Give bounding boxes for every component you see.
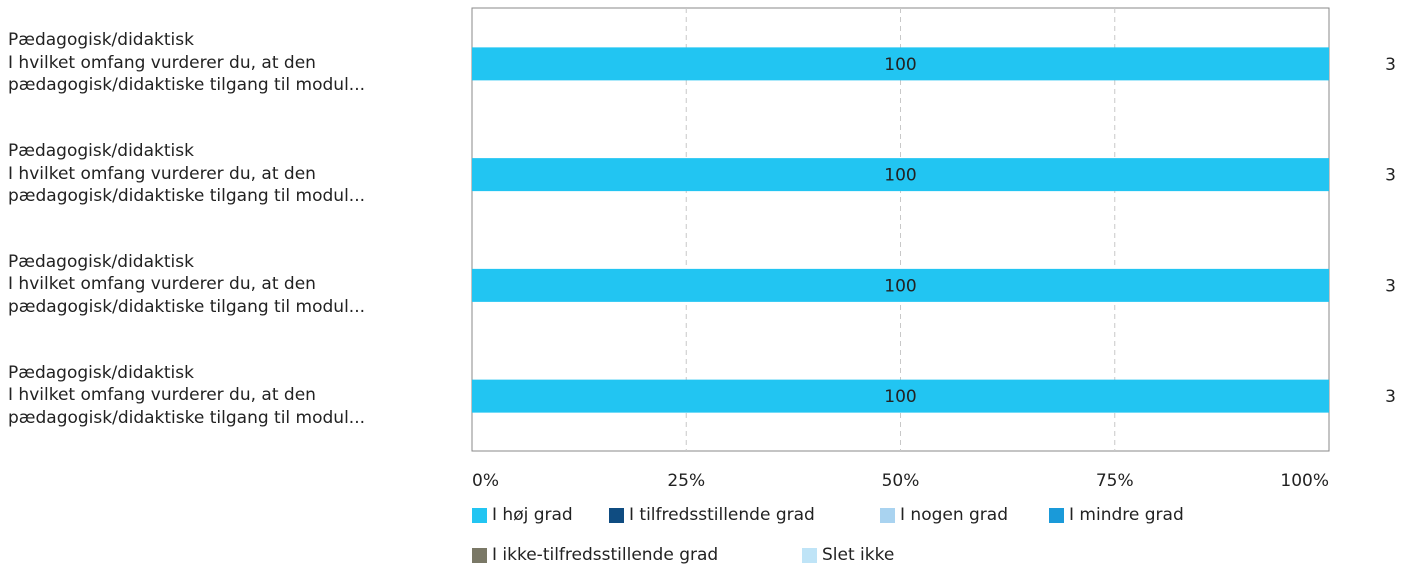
bar-data-label: 100: [884, 387, 916, 407]
category-label-line: I hvilket omfang vurderer du, at den: [8, 52, 316, 73]
legend-label: I tilfredsstillende grad: [629, 505, 815, 525]
legend-swatch: [472, 547, 487, 563]
legend-swatch: [609, 507, 624, 523]
bar-data-label: 100: [884, 276, 916, 296]
category-label-line: I hvilket omfang vurderer du, at den: [8, 385, 316, 406]
x-tick-label: 75%: [1096, 471, 1134, 491]
legend-swatch: [802, 547, 817, 563]
legend-label: I nogen grad: [900, 505, 1009, 525]
category-label-line: pædagogisk/didaktiske tilgang til modul.…: [8, 75, 366, 96]
row-total-label: 3: [1385, 166, 1396, 186]
x-tick-label: 0%: [472, 471, 499, 491]
x-tick-label: 25%: [667, 471, 705, 491]
category-label-line: I hvilket omfang vurderer du, at den: [8, 163, 316, 184]
legend-label: I mindre grad: [1069, 505, 1184, 525]
row-total-label: 3: [1385, 55, 1396, 75]
legend-label: I høj grad: [492, 505, 573, 525]
category-label-line: Pædagogisk/didaktisk: [8, 251, 194, 272]
legend-swatch: [472, 507, 487, 523]
bar-segment: [472, 47, 1329, 81]
row-total-label: 3: [1385, 276, 1396, 296]
x-tick-label: 50%: [882, 471, 920, 491]
category-label-line: Pædagogisk/didaktisk: [8, 362, 194, 383]
legend-item: I tilfredsstillende grad: [609, 505, 815, 525]
x-tick-label: 100%: [1280, 471, 1329, 491]
category-label-line: Pædagogisk/didaktisk: [8, 30, 194, 51]
category-label-line: pædagogisk/didaktiske tilgang til modul.…: [8, 296, 366, 317]
category-label: Pædagogisk/didaktisk I hvilket omfang vur…: [8, 140, 468, 208]
legend-item: I mindre grad: [1049, 505, 1184, 525]
category-label-line: pædagogisk/didaktiske tilgang til modul.…: [8, 186, 366, 207]
legend-swatch: [1049, 507, 1064, 523]
legend-item: Slet ikke: [802, 545, 894, 565]
bar-segment: [472, 379, 1329, 413]
legend-swatch: [880, 507, 895, 523]
row-total-label: 3: [1385, 387, 1396, 407]
category-label: Pædagogisk/didaktisk I hvilket omfang vur…: [8, 362, 468, 430]
category-label-line: Pædagogisk/didaktisk: [8, 141, 194, 162]
category-label: Pædagogisk/didaktisk I hvilket omfang vur…: [8, 251, 468, 319]
legend-item: I nogen grad: [880, 505, 1008, 525]
legend-label: Slet ikke: [822, 545, 895, 565]
category-label-line: pædagogisk/didaktiske tilgang til modul.…: [8, 407, 366, 428]
legend-label: I ikke-tilfredsstillende grad: [492, 545, 719, 565]
legend-item: I høj grad: [472, 505, 573, 525]
bar-segment: [472, 158, 1329, 192]
bar-data-label: 100: [884, 55, 916, 75]
bar-segment: [472, 268, 1329, 302]
category-label-line: I hvilket omfang vurderer du, at den: [8, 274, 316, 295]
legend-item: I ikke-tilfredsstillende grad: [472, 545, 718, 565]
bar-data-label: 100: [884, 166, 916, 186]
category-label: Pædagogisk/didaktisk I hvilket omfang vur…: [8, 29, 468, 97]
